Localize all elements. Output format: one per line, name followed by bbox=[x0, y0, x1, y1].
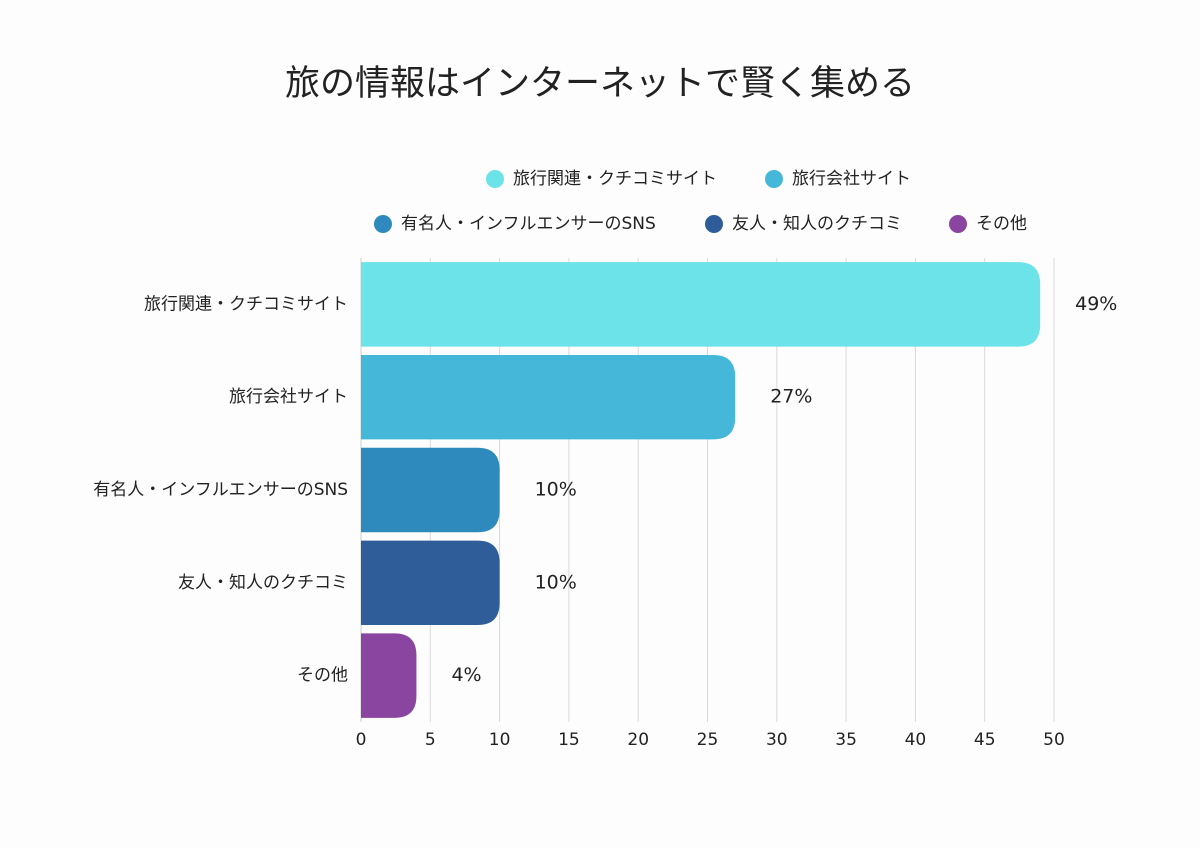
legend-marker bbox=[486, 170, 504, 188]
legend-label: 友人・知人のクチコミ bbox=[732, 214, 902, 234]
value-label: 10% bbox=[535, 479, 577, 501]
bar bbox=[361, 540, 500, 626]
x-tick-label: 5 bbox=[425, 730, 436, 750]
y-tick-label: その他 bbox=[297, 666, 348, 686]
bar bbox=[361, 633, 417, 718]
x-tick-label: 0 bbox=[356, 730, 367, 750]
y-tick-label: 旅行関連・クチコミサイト bbox=[144, 294, 348, 314]
bar bbox=[361, 354, 736, 440]
value-label: 4% bbox=[451, 664, 481, 686]
legend-marker bbox=[705, 215, 723, 233]
x-tick-label: 30 bbox=[766, 730, 788, 750]
legend-marker bbox=[374, 215, 392, 233]
x-tick-label: 10 bbox=[489, 730, 511, 750]
x-tick-label: 35 bbox=[835, 730, 857, 750]
y-tick-label: 友人・知人のクチコミ bbox=[178, 573, 348, 593]
legend-marker bbox=[765, 170, 783, 188]
value-label: 49% bbox=[1075, 293, 1117, 315]
legend-label: その他 bbox=[976, 214, 1027, 234]
bar bbox=[361, 262, 1041, 347]
y-tick-label: 旅行会社サイト bbox=[229, 387, 348, 407]
x-tick-label: 45 bbox=[974, 730, 996, 750]
y-tick-label: 有名人・インフルエンサーのSNS bbox=[93, 480, 348, 500]
x-tick-label: 50 bbox=[1043, 730, 1065, 750]
x-tick-label: 15 bbox=[558, 730, 580, 750]
legend-label: 旅行会社サイト bbox=[792, 169, 911, 189]
chart-title: 旅の情報はインターネットで賢く集める bbox=[285, 64, 915, 104]
value-label: 27% bbox=[770, 386, 812, 408]
x-tick-label: 25 bbox=[697, 730, 719, 750]
legend-marker bbox=[949, 215, 967, 233]
x-tick-label: 20 bbox=[627, 730, 649, 750]
legend-label: 旅行関連・クチコミサイト bbox=[513, 169, 717, 189]
value-label: 10% bbox=[535, 571, 577, 593]
x-tick-label: 40 bbox=[905, 730, 927, 750]
bar bbox=[361, 447, 500, 533]
legend-label: 有名人・インフルエンサーのSNS bbox=[401, 214, 656, 234]
